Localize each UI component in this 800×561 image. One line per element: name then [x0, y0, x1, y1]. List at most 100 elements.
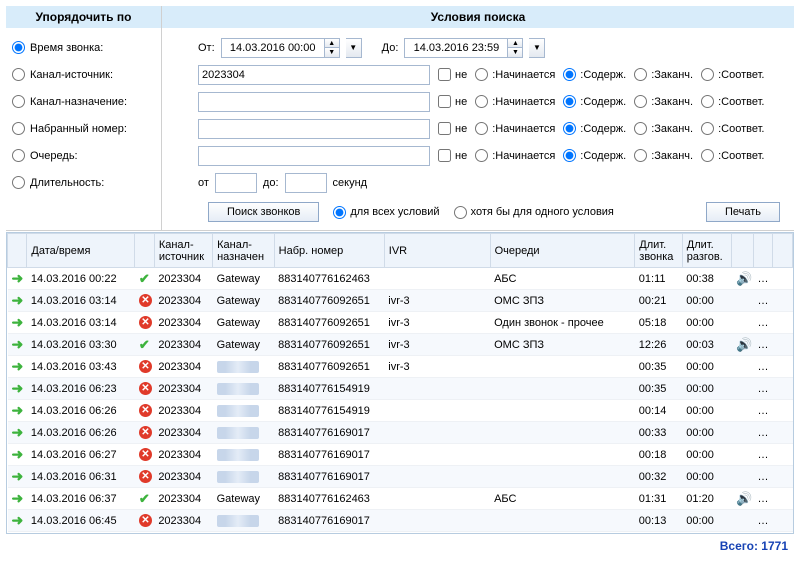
filter-0-not[interactable]: не [436, 68, 467, 81]
duration-from-input[interactable] [215, 173, 257, 193]
print-button[interactable]: Печать [706, 202, 780, 222]
filter-3-start[interactable]: :Начинается [473, 149, 555, 162]
table-row[interactable]: ➜14.03.2016 06:47✕2023304200000488314077… [8, 532, 793, 534]
filter-3-start-radio[interactable] [475, 149, 488, 162]
filter-3-end-radio[interactable] [634, 149, 647, 162]
filter-1-match[interactable]: :Соответ. [699, 95, 764, 108]
filter-1-cont[interactable]: :Содерж. [561, 95, 626, 108]
date-to-box[interactable]: ▲▼ [404, 38, 523, 58]
table-row[interactable]: ➜14.03.2016 03:30✔2023304Gateway88314077… [8, 334, 793, 356]
duration-to-input[interactable] [285, 173, 327, 193]
sort-item-1[interactable]: Канал-источник: [10, 61, 157, 88]
filter-3-cont-radio[interactable] [563, 149, 576, 162]
filter-3-match[interactable]: :Соответ. [699, 149, 764, 162]
more-icon[interactable]: … [758, 317, 769, 329]
filter-1-cont-radio[interactable] [563, 95, 576, 108]
table-row[interactable]: ➜14.03.2016 00:22✔2023304Gateway88314077… [8, 268, 793, 290]
more-icon[interactable]: … [758, 339, 769, 351]
filter-0-start-radio[interactable] [475, 68, 488, 81]
filter-0-match-radio[interactable] [701, 68, 714, 81]
date-to-dropdown[interactable]: ▼ [529, 38, 545, 58]
table-row[interactable]: ➜14.03.2016 03:43✕2023304200000488314077… [8, 356, 793, 378]
col-direction[interactable] [8, 234, 27, 268]
table-row[interactable]: ➜14.03.2016 06:23✕2023304200000488314077… [8, 378, 793, 400]
sound-icon[interactable]: 🔊 [736, 491, 752, 506]
col-sound[interactable] [732, 234, 754, 268]
filter-0-input[interactable] [198, 65, 430, 85]
search-button[interactable]: Поиск звонков [208, 202, 319, 222]
col-extra[interactable] [773, 234, 793, 268]
col-src[interactable]: Канал-источник [154, 234, 212, 268]
filter-2-start[interactable]: :Начинается [473, 122, 555, 135]
filter-2-not-cb[interactable] [438, 122, 451, 135]
table-row[interactable]: ➜14.03.2016 06:45✕2023304200000488314077… [8, 510, 793, 532]
date-to-input[interactable] [405, 41, 507, 55]
filter-2-cont-radio[interactable] [563, 122, 576, 135]
filter-2-start-radio[interactable] [475, 122, 488, 135]
date-from-box[interactable]: ▲▼ [221, 38, 340, 58]
date-from-dropdown[interactable]: ▼ [346, 38, 362, 58]
sort-item-3[interactable]: Набранный номер: [10, 115, 157, 142]
logic-any[interactable]: хотя бы для одного условия [452, 206, 614, 219]
filter-2-match[interactable]: :Соответ. [699, 122, 764, 135]
filter-1-end[interactable]: :Заканч. [632, 95, 693, 108]
filter-0-not-cb[interactable] [438, 68, 451, 81]
logic-any-radio[interactable] [454, 206, 467, 219]
filter-1-end-radio[interactable] [634, 95, 647, 108]
filter-0-end-radio[interactable] [634, 68, 647, 81]
table-row[interactable]: ➜14.03.2016 03:14✕2023304Gateway88314077… [8, 290, 793, 312]
more-icon[interactable]: … [758, 295, 769, 307]
table-row[interactable]: ➜14.03.2016 06:37✔2023304Gateway88314077… [8, 488, 793, 510]
col-d2[interactable]: Длит. разгов. [682, 234, 732, 268]
filter-2-cont[interactable]: :Содерж. [561, 122, 626, 135]
sound-icon[interactable]: 🔊 [736, 271, 752, 286]
more-icon[interactable]: … [758, 273, 769, 285]
table-row[interactable]: ➜14.03.2016 06:26✕2023304200000488314077… [8, 422, 793, 444]
filter-1-start-radio[interactable] [475, 95, 488, 108]
filter-2-match-radio[interactable] [701, 122, 714, 135]
logic-all[interactable]: для всех условий [331, 206, 439, 219]
sort-radio-0[interactable] [12, 41, 25, 54]
col-queue[interactable]: Очереди [490, 234, 635, 268]
filter-1-not[interactable]: не [436, 95, 467, 108]
logic-all-radio[interactable] [333, 206, 346, 219]
filter-1-not-cb[interactable] [438, 95, 451, 108]
more-icon[interactable]: … [758, 471, 769, 483]
sort-item-4[interactable]: Очередь: [10, 142, 157, 169]
filter-2-input[interactable] [198, 119, 430, 139]
filter-1-input[interactable] [198, 92, 430, 112]
sort-radio-2[interactable] [12, 95, 25, 108]
filter-2-end-radio[interactable] [634, 122, 647, 135]
more-icon[interactable]: … [758, 361, 769, 373]
col-ivr[interactable]: IVR [384, 234, 490, 268]
more-icon[interactable]: … [758, 427, 769, 439]
sort-radio-5[interactable] [12, 176, 25, 189]
date-from-input[interactable] [222, 41, 324, 55]
col-datetime[interactable]: Дата/время [27, 234, 135, 268]
filter-3-cont[interactable]: :Содерж. [561, 149, 626, 162]
col-d1[interactable]: Длит. звонка [635, 234, 683, 268]
filter-2-not[interactable]: не [436, 122, 467, 135]
sound-icon[interactable]: 🔊 [736, 337, 752, 352]
sort-radio-3[interactable] [12, 122, 25, 135]
date-to-spinner[interactable]: ▲▼ [507, 39, 522, 57]
filter-0-end[interactable]: :Заканч. [632, 68, 693, 81]
filter-3-not-cb[interactable] [438, 149, 451, 162]
sort-item-5[interactable]: Длительность: [10, 169, 157, 196]
sort-item-2[interactable]: Канал-назначение: [10, 88, 157, 115]
more-icon[interactable]: … [758, 449, 769, 461]
more-icon[interactable]: … [758, 405, 769, 417]
table-row[interactable]: ➜14.03.2016 06:26✕2023304200000488314077… [8, 400, 793, 422]
more-icon[interactable]: … [758, 383, 769, 395]
more-icon[interactable]: … [758, 515, 769, 527]
results-scroll[interactable]: Дата/время Канал-источник Канал-назначен… [7, 233, 793, 533]
filter-0-cont-radio[interactable] [563, 68, 576, 81]
filter-0-match[interactable]: :Соответ. [699, 68, 764, 81]
filter-1-start[interactable]: :Начинается [473, 95, 555, 108]
filter-3-end[interactable]: :Заканч. [632, 149, 693, 162]
more-icon[interactable]: … [758, 493, 769, 505]
filter-2-end[interactable]: :Заканч. [632, 122, 693, 135]
sort-radio-1[interactable] [12, 68, 25, 81]
table-row[interactable]: ➜14.03.2016 06:31✕2023304200000488314077… [8, 466, 793, 488]
filter-0-cont[interactable]: :Содерж. [561, 68, 626, 81]
